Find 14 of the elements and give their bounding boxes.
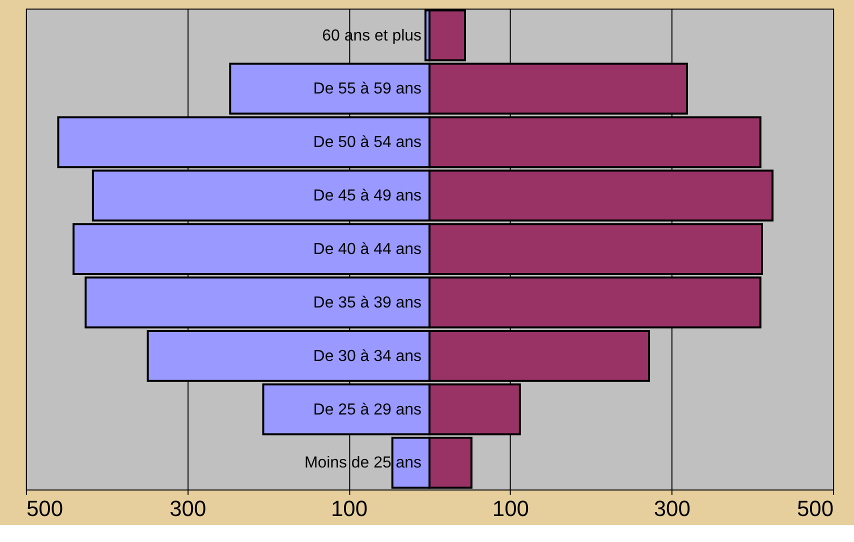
y-tick-label: De 25 à 29 ans <box>313 401 422 418</box>
x-tick-label: 500 <box>26 496 64 521</box>
y-tick-label: De 45 à 49 ans <box>313 188 422 205</box>
y-tick-label: De 30 à 34 ans <box>313 348 422 365</box>
x-tick-label: 300 <box>170 496 206 521</box>
x-tick-label: 300 <box>654 496 690 521</box>
y-tick-label: De 50 à 54 ans <box>313 134 422 152</box>
y-tick-label: De 55 à 59 ans <box>313 80 422 98</box>
y-tick-label: De 35 à 39 ans <box>313 294 422 312</box>
x-tick-label: 100 <box>330 496 368 521</box>
x-tick-label: 500 <box>796 496 834 521</box>
y-tick-label: Moins de 25 ans <box>304 454 422 472</box>
x-tick-label: 100 <box>492 496 530 521</box>
y-tick-label: De 40 à 44 ans <box>313 241 422 258</box>
